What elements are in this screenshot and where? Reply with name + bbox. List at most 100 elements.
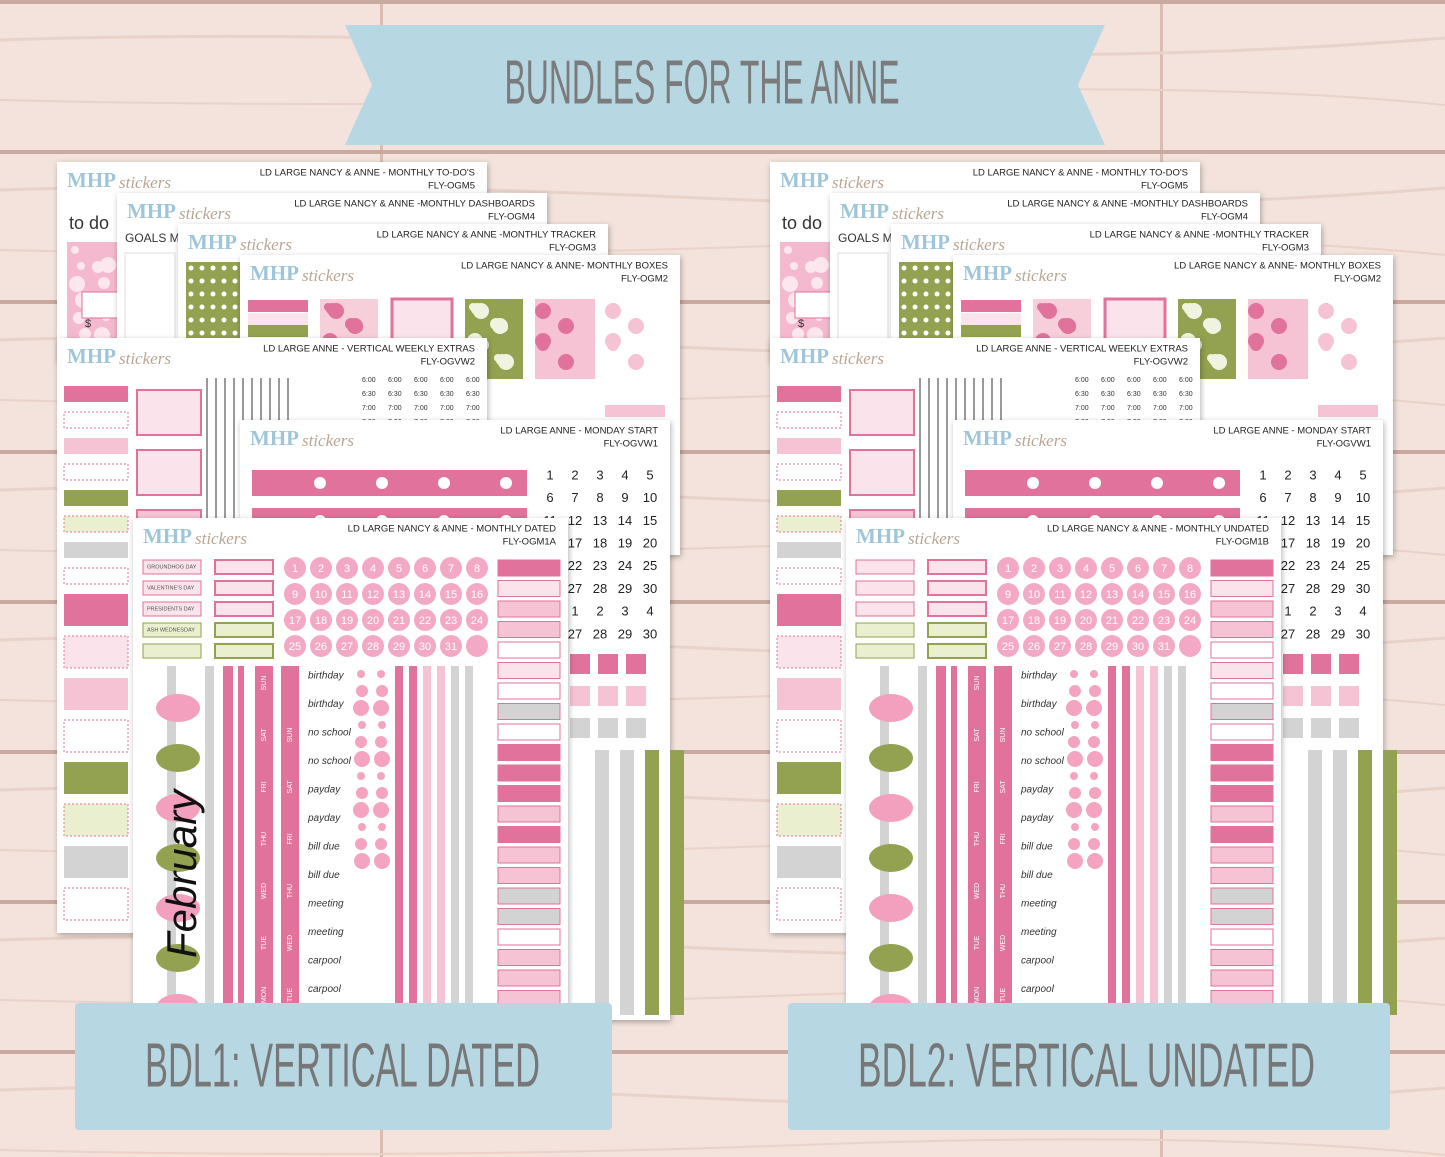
sticker xyxy=(570,654,590,674)
flower xyxy=(376,787,388,799)
label: stickers xyxy=(240,235,292,254)
label: 7:00 xyxy=(414,405,428,412)
dot xyxy=(188,265,194,271)
label: 10 xyxy=(643,490,657,505)
date-circle xyxy=(466,609,488,631)
label: LD LARGE NANCY & ANNE - MONTHLY UNDATED xyxy=(1047,524,1269,535)
label: 26 xyxy=(315,641,327,653)
label: 28 xyxy=(1080,641,1092,653)
label: 6:30 xyxy=(388,391,402,398)
sticker xyxy=(497,744,561,761)
label: 9 xyxy=(292,589,298,601)
label: 6 xyxy=(546,490,553,505)
sticker xyxy=(214,643,274,659)
flower xyxy=(792,328,804,340)
label: MHP xyxy=(188,230,237,254)
label: BDL2: VERTICAL UNDATED xyxy=(858,1031,1315,1100)
label: 28 xyxy=(1306,626,1320,641)
label: 6:00 xyxy=(466,377,480,384)
date-circle xyxy=(310,557,332,579)
flower xyxy=(354,751,370,767)
sticker xyxy=(423,666,431,1028)
label: MHP xyxy=(250,426,299,450)
label: 24 xyxy=(1331,558,1345,573)
label: 19 xyxy=(1331,536,1345,551)
butterfly xyxy=(869,894,913,922)
label: THU xyxy=(261,832,268,846)
sticker xyxy=(776,567,842,585)
sticker xyxy=(395,666,403,1028)
sticker xyxy=(777,542,841,558)
label: 28 xyxy=(1306,581,1320,596)
date-circle xyxy=(1049,609,1071,631)
label: carpool xyxy=(1021,956,1055,967)
flower xyxy=(813,257,829,273)
label: LD LARGE NANCY & ANNE - MONTHLY TO-DO'S xyxy=(260,168,475,179)
label: FRI xyxy=(287,833,294,844)
date-circle xyxy=(997,609,1019,631)
label: LD LARGE ANNE - MONDAY START xyxy=(500,426,658,437)
label: payday xyxy=(307,785,341,796)
date-circle xyxy=(362,557,384,579)
sticker xyxy=(497,559,561,577)
label: 9 xyxy=(621,490,628,505)
label: WED xyxy=(287,935,294,951)
flower xyxy=(1069,685,1081,697)
sticker xyxy=(1136,666,1144,1028)
butterfly xyxy=(156,694,200,722)
label: 7:00 xyxy=(388,405,402,412)
label: 21 xyxy=(393,615,405,627)
sticker xyxy=(1210,641,1274,659)
sticker xyxy=(64,846,128,878)
flower xyxy=(1090,772,1098,780)
label: 6 xyxy=(1135,563,1141,575)
date-circle xyxy=(466,583,488,605)
sticker xyxy=(1283,686,1303,706)
label: FLY-OGVW1 xyxy=(1317,439,1371,450)
flower xyxy=(1271,354,1287,370)
sticker xyxy=(598,654,618,674)
label: stickers xyxy=(179,204,231,223)
flower xyxy=(355,324,363,332)
label: 21 xyxy=(1106,615,1118,627)
label: FLY-OGM3 xyxy=(549,243,596,254)
label: 4 xyxy=(1083,563,1089,575)
label: 2 xyxy=(1031,563,1037,575)
label: TUE xyxy=(1000,988,1007,1002)
label: 25 xyxy=(1356,558,1370,573)
label: 4 xyxy=(1359,604,1366,619)
flower xyxy=(355,838,367,850)
dot xyxy=(376,477,388,489)
sticker xyxy=(63,635,129,669)
label: THU xyxy=(287,884,294,898)
dot xyxy=(945,317,951,323)
label: 24 xyxy=(618,558,632,573)
sticker xyxy=(1210,846,1274,864)
label: 24 xyxy=(1184,615,1196,627)
sticker xyxy=(497,662,561,679)
label: 16 xyxy=(1184,589,1196,601)
label: LD LARGE ANNE - VERTICAL WEEKLY EXTRAS xyxy=(976,344,1188,355)
flower xyxy=(356,685,368,697)
label: meeting xyxy=(1021,899,1057,910)
sticker xyxy=(927,601,987,617)
dot xyxy=(199,330,205,336)
sticker xyxy=(1333,750,1347,1015)
flower xyxy=(79,328,91,340)
sticker xyxy=(1210,621,1274,638)
label: 18 xyxy=(1028,615,1040,627)
sticker xyxy=(205,666,214,1028)
date-circle xyxy=(1049,557,1071,579)
label: 6:30 xyxy=(1153,391,1167,398)
label: LD LARGE NANCY & ANNE -MONTHLY DASHBOARD… xyxy=(294,199,535,210)
sticker xyxy=(777,594,841,626)
label: WED xyxy=(1000,935,1007,951)
sticker xyxy=(223,666,233,1028)
label: SUN xyxy=(974,676,981,691)
label: FRI xyxy=(1000,833,1007,844)
label: FRI xyxy=(974,781,981,792)
sticker xyxy=(497,846,561,864)
date-circle xyxy=(1101,635,1123,657)
sticker xyxy=(570,718,590,738)
sticker xyxy=(951,666,957,1028)
